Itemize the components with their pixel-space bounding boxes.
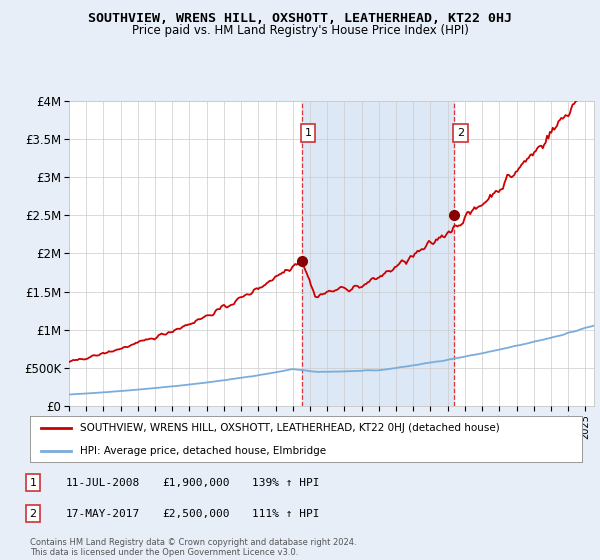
Text: SOUTHVIEW, WRENS HILL, OXSHOTT, LEATHERHEAD, KT22 0HJ (detached house): SOUTHVIEW, WRENS HILL, OXSHOTT, LEATHERH… bbox=[80, 423, 499, 433]
Text: 2: 2 bbox=[29, 508, 37, 519]
Text: 2: 2 bbox=[457, 128, 464, 138]
Text: £1,900,000: £1,900,000 bbox=[162, 478, 229, 488]
Text: 11-JUL-2008: 11-JUL-2008 bbox=[66, 478, 140, 488]
Text: £2,500,000: £2,500,000 bbox=[162, 508, 229, 519]
Text: Contains HM Land Registry data © Crown copyright and database right 2024.
This d: Contains HM Land Registry data © Crown c… bbox=[30, 538, 356, 557]
Text: 17-MAY-2017: 17-MAY-2017 bbox=[66, 508, 140, 519]
Text: HPI: Average price, detached house, Elmbridge: HPI: Average price, detached house, Elmb… bbox=[80, 446, 326, 455]
Text: 111% ↑ HPI: 111% ↑ HPI bbox=[252, 508, 320, 519]
Text: Price paid vs. HM Land Registry's House Price Index (HPI): Price paid vs. HM Land Registry's House … bbox=[131, 24, 469, 36]
Text: 1: 1 bbox=[29, 478, 37, 488]
Text: SOUTHVIEW, WRENS HILL, OXSHOTT, LEATHERHEAD, KT22 0HJ: SOUTHVIEW, WRENS HILL, OXSHOTT, LEATHERH… bbox=[88, 12, 512, 25]
Text: 139% ↑ HPI: 139% ↑ HPI bbox=[252, 478, 320, 488]
Text: 1: 1 bbox=[304, 128, 311, 138]
Bar bbox=[302, 101, 454, 406]
